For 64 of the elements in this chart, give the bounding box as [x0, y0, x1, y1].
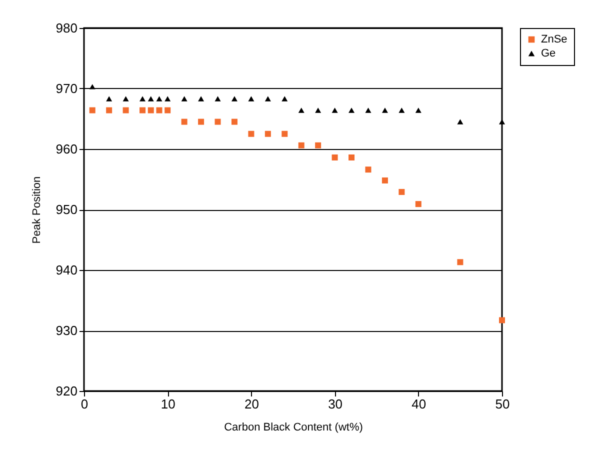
- point: [164, 107, 171, 114]
- point: [214, 118, 221, 125]
- point: [248, 96, 254, 102]
- point: [499, 317, 505, 324]
- point: [106, 107, 112, 114]
- point: [156, 96, 162, 102]
- x-tick-label: 40: [412, 396, 426, 412]
- point: [140, 107, 146, 114]
- y-tick-label: 960: [56, 142, 78, 156]
- point: [122, 96, 129, 102]
- x-tick-label: 30: [328, 396, 343, 412]
- y-tick-label: 920: [56, 384, 78, 398]
- point: [231, 96, 238, 102]
- point: [315, 142, 322, 148]
- point: [164, 96, 171, 102]
- point: [122, 107, 129, 114]
- point: [106, 96, 112, 102]
- point: [348, 154, 355, 160]
- point: [315, 108, 322, 113]
- point: [198, 118, 204, 125]
- x-tick-label: 0: [80, 396, 88, 412]
- x-tick-label: 10: [160, 396, 176, 412]
- point: [214, 96, 221, 102]
- point: [382, 108, 388, 113]
- point: [264, 130, 271, 137]
- point: [198, 96, 204, 102]
- point: [248, 130, 254, 137]
- point: [415, 201, 422, 208]
- legend-label: Ge: [541, 48, 556, 60]
- y-tick-label: 970: [56, 81, 78, 96]
- legend-label: ZnSe: [541, 34, 568, 46]
- point: [457, 259, 464, 266]
- point: [398, 108, 405, 113]
- y-tick-label: 930: [56, 323, 78, 338]
- point: [156, 107, 162, 114]
- point: [181, 96, 188, 102]
- point: [148, 96, 154, 102]
- point: [457, 119, 464, 124]
- y-tick-label: 940: [56, 262, 78, 278]
- point: [181, 118, 188, 125]
- point: [264, 96, 271, 102]
- point: [148, 107, 154, 114]
- point: [231, 118, 238, 125]
- x-tick-label: 20: [244, 396, 259, 412]
- point: [140, 96, 146, 102]
- point: [382, 177, 388, 184]
- point: [89, 107, 96, 114]
- point: [298, 142, 304, 148]
- point: [365, 166, 372, 173]
- point: [282, 96, 288, 102]
- point: [89, 84, 96, 90]
- y-axis-title: Peak Position: [30, 176, 43, 244]
- x-axis-title: Carbon Black Content (wt%): [224, 422, 363, 434]
- point: [332, 154, 338, 160]
- point: [348, 108, 355, 113]
- y-tick-label: 980: [56, 20, 78, 36]
- point: [415, 108, 422, 113]
- point: [298, 108, 304, 113]
- x-tick-label: 50: [495, 396, 510, 412]
- point: [398, 188, 405, 195]
- point: [282, 130, 288, 137]
- point: [365, 108, 372, 113]
- point: [332, 108, 338, 113]
- y-tick-label: 950: [56, 202, 78, 217]
